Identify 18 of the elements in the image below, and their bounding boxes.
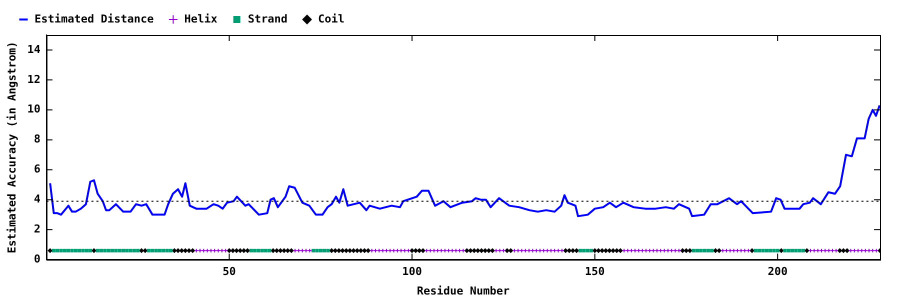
y-tick-label: 4 [34,192,41,206]
legend-label: Estimated Distance [34,12,154,26]
x-tick-label: 50 [222,265,236,278]
y-axis-title: Estimated Accuracy (in Angstrom) [5,41,18,254]
legend-label: Helix [184,12,218,26]
x-tick-label: 100 [402,265,422,278]
y-tick-label: 2 [34,222,40,236]
x-axis-title: Residue Number [416,284,510,298]
y-tick-label: 12 [27,72,40,86]
y-tick-label: 10 [27,102,40,116]
y-tick-label: 14 [27,42,41,56]
y-tick-label: 6 [34,162,41,176]
legend-label: Strand [248,12,288,26]
x-tick-label: 150 [584,265,605,278]
y-tick-label: 0 [34,252,40,266]
x-tick-label: 200 [768,265,788,278]
y-tick-label: 8 [34,132,40,146]
legend-label: Coil [318,12,345,26]
